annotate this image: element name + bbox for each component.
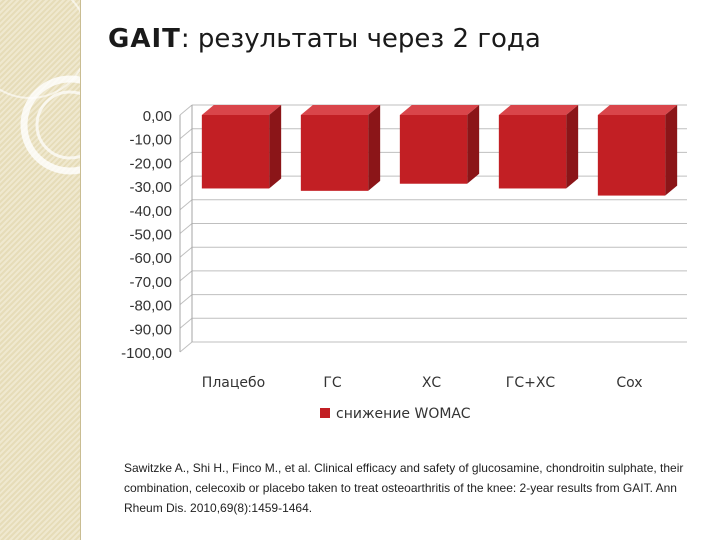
- gridline-depth: [179, 294, 193, 305]
- bar-side-face: [368, 105, 381, 191]
- bar-top-face: [399, 105, 480, 115]
- gridline-depth: [179, 199, 193, 211]
- y-tick-label: -50,00: [129, 227, 172, 244]
- gridline-depth: [179, 104, 193, 116]
- gridline-depth: [179, 128, 193, 140]
- y-tick-label: -40,00: [129, 203, 172, 220]
- bar-top-face: [597, 105, 678, 115]
- gridline-depth: [179, 270, 193, 282]
- bar-top-face: [498, 105, 579, 115]
- page-title: GAIT: результаты через 2 года: [108, 24, 541, 54]
- y-tick-label: -10,00: [129, 132, 172, 149]
- y-tick-label: -70,00: [129, 274, 172, 291]
- y-tick-label: -90,00: [129, 321, 172, 338]
- y-tick-label: -100,00: [121, 345, 172, 362]
- x-tick-label: ГС+ХС: [506, 375, 556, 391]
- bar: [597, 115, 666, 196]
- y-tick-label: -20,00: [129, 155, 172, 172]
- citation-text: Sawitzke A., Shi H., Finco M., et al. Cl…: [124, 461, 684, 515]
- bar: [300, 115, 369, 191]
- gridline-depth: [179, 341, 193, 353]
- x-tick-label: ГС: [323, 375, 342, 391]
- title-text: : результаты через 2 года: [180, 24, 541, 54]
- decorative-sidebar: [0, 0, 120, 540]
- bar-side-face: [566, 105, 579, 189]
- bar-top-face: [300, 105, 381, 115]
- x-tick-label: Сox: [616, 375, 642, 391]
- gridline-depth: [179, 223, 193, 234]
- y-tick-label: 0,00: [143, 108, 172, 125]
- sidebar-divider: [80, 0, 81, 540]
- gridline-depth: [179, 152, 193, 163]
- bar: [201, 115, 270, 189]
- gridline-depth: [179, 317, 193, 329]
- legend-swatch: [320, 408, 330, 418]
- sidebar-circles-ornament: [0, 0, 120, 175]
- bar: [399, 115, 468, 184]
- gridline-depth: [179, 246, 193, 258]
- bar-side-face: [665, 105, 678, 196]
- title-brand: GAIT: [108, 24, 181, 54]
- bar-side-face: [467, 105, 480, 184]
- gridline-depth: [179, 175, 193, 187]
- bar-top-face: [201, 105, 282, 115]
- y-tick-label: -60,00: [129, 250, 172, 267]
- bar-side-face: [269, 105, 282, 189]
- legend-label: снижение WOMAC: [336, 406, 471, 422]
- bar: [498, 115, 567, 189]
- y-tick-label: -30,00: [129, 179, 172, 196]
- x-tick-label: ХС: [422, 375, 442, 391]
- womac-bar-chart: 0,00 -10,00 -20,00 -30,00 -40,00 -50,00 -60,00…: [121, 104, 687, 422]
- y-tick-label: -80,00: [129, 298, 172, 315]
- x-tick-label: Плацебо: [202, 375, 265, 391]
